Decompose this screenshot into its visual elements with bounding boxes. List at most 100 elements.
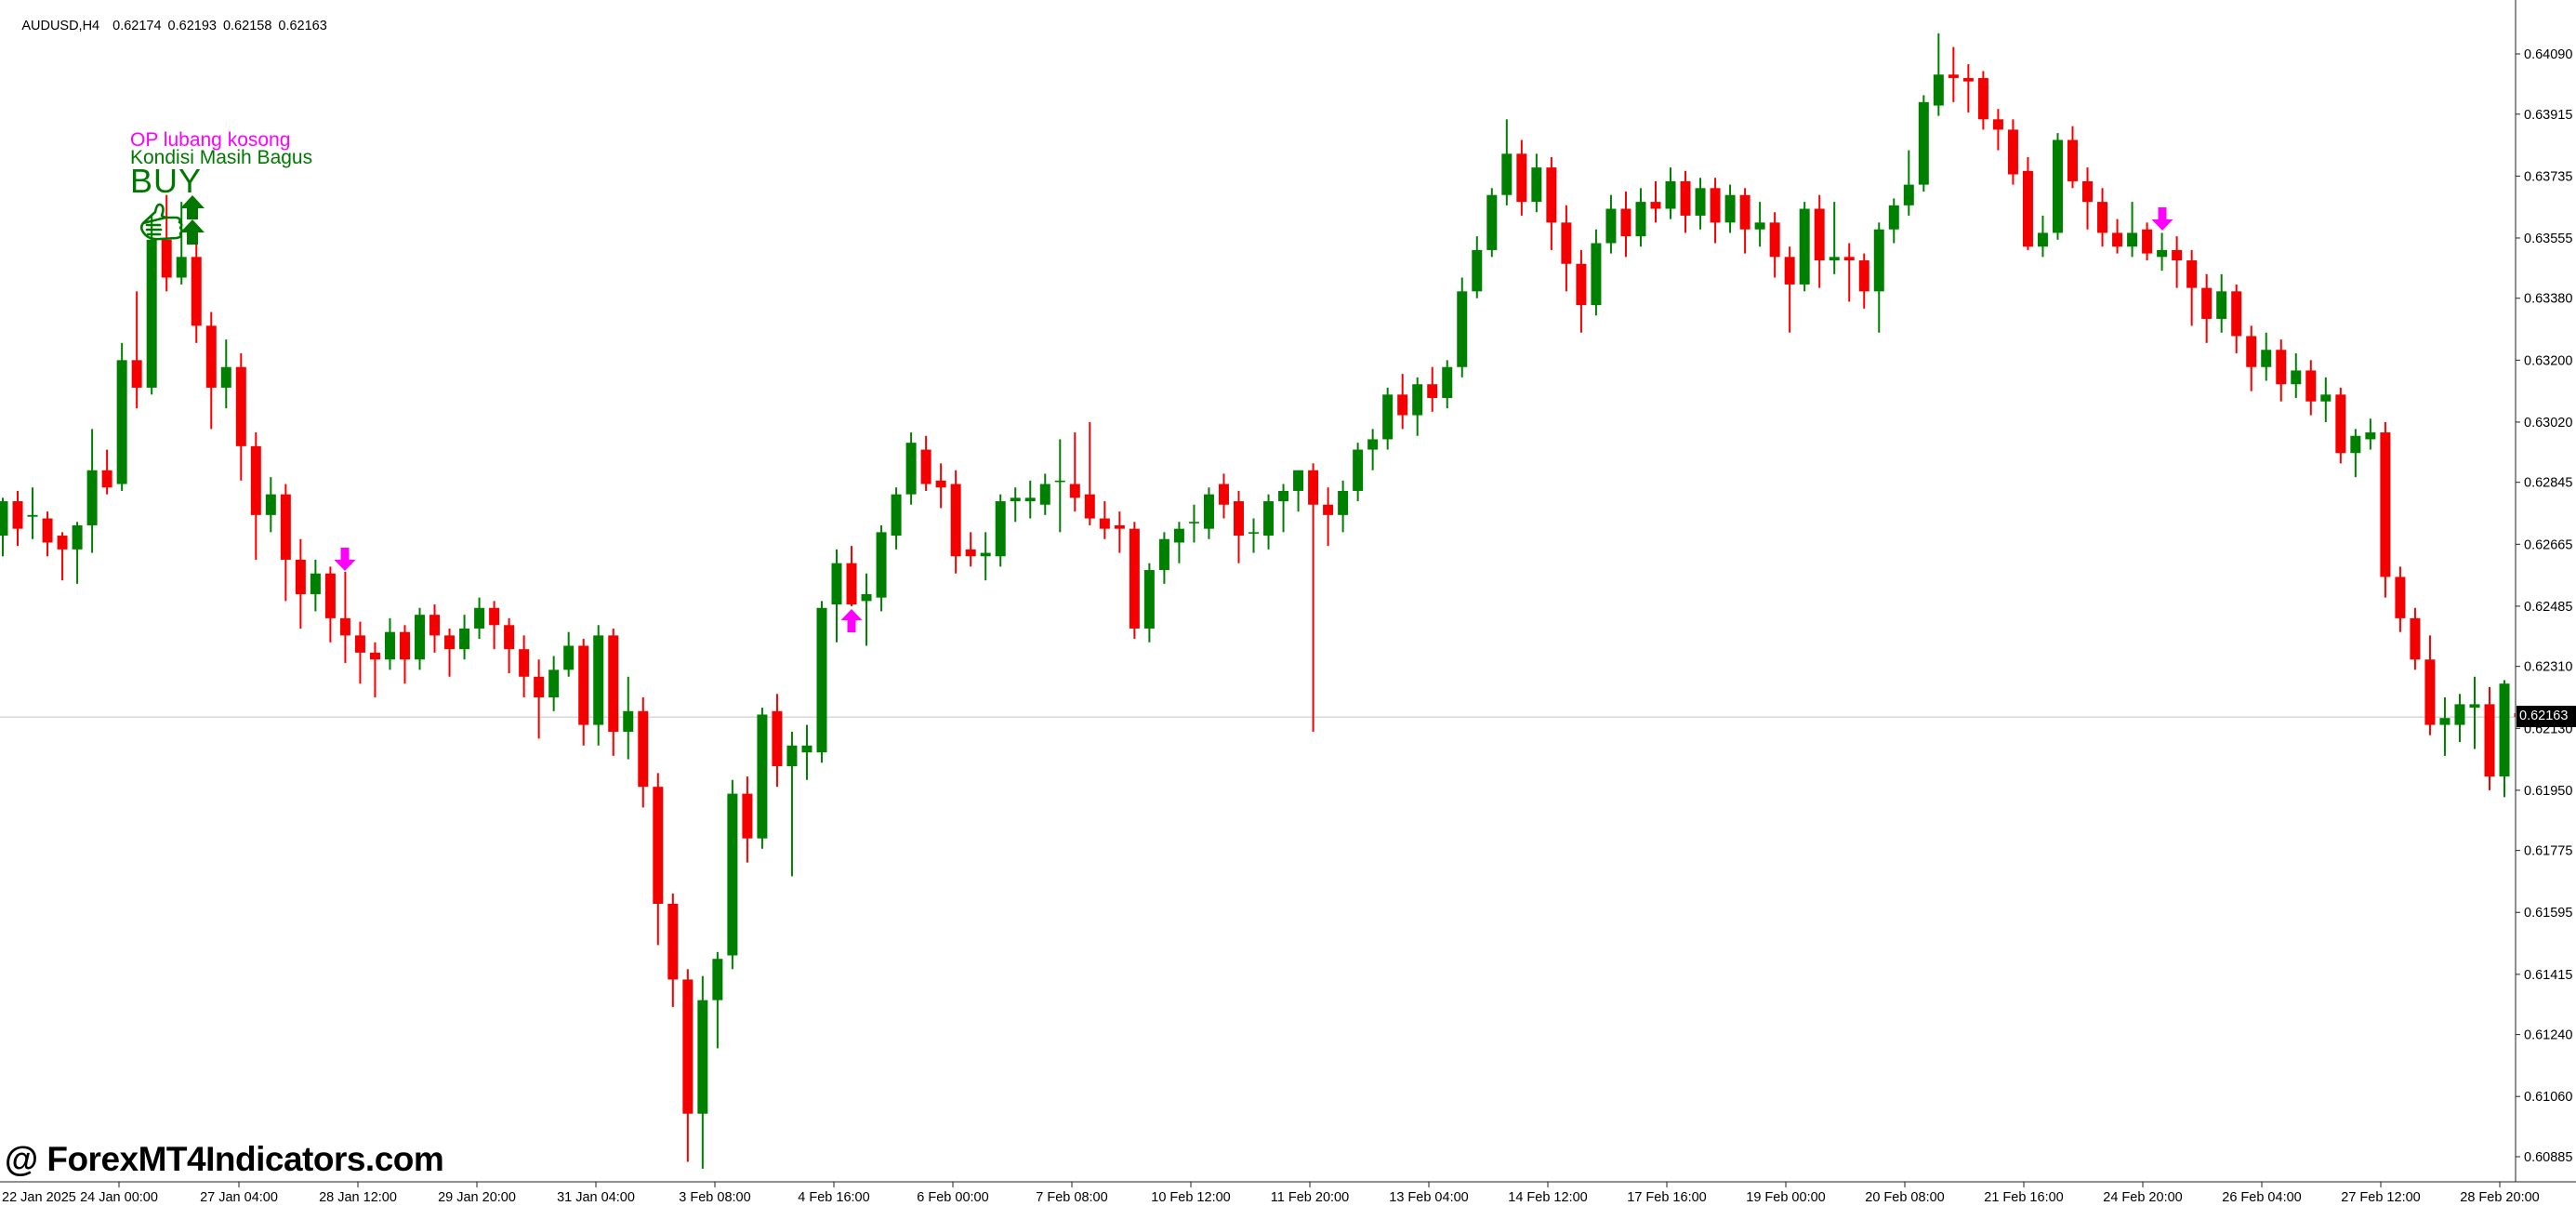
candle xyxy=(2395,566,2406,632)
candle-wick xyxy=(1327,487,1329,547)
candle xyxy=(1635,188,1646,247)
candle-body xyxy=(2157,249,2168,258)
candle xyxy=(1620,192,1631,258)
candle-body xyxy=(2216,291,2227,319)
candle xyxy=(2201,273,2213,343)
candle-body xyxy=(1143,570,1155,629)
candle xyxy=(2469,676,2480,749)
candle xyxy=(1039,473,1050,515)
candle xyxy=(191,236,202,343)
candle-body xyxy=(116,360,127,484)
candle-body xyxy=(1397,394,1408,416)
candle-body xyxy=(965,549,976,557)
candle-body xyxy=(1576,263,1587,306)
candle-body xyxy=(1129,528,1140,629)
candle xyxy=(593,625,604,746)
candle-body xyxy=(1308,470,1319,505)
price-axis-label: 0.60885 xyxy=(2524,1150,2572,1165)
candle xyxy=(489,601,500,650)
candle xyxy=(2231,284,2242,353)
candle-wick xyxy=(1908,150,1910,216)
candle xyxy=(1561,205,1572,292)
candle-body xyxy=(220,366,231,388)
candle xyxy=(2291,352,2302,399)
candle xyxy=(1143,563,1155,643)
candle xyxy=(1308,463,1319,732)
time-axis-label: 24 Feb 20:00 xyxy=(2103,1190,2182,1205)
candle-body xyxy=(697,1000,708,1114)
time-axis-label: 10 Feb 12:00 xyxy=(1151,1190,1230,1205)
time-axis-label: 13 Feb 04:00 xyxy=(1389,1190,1468,1205)
time-axis-label: 28 Feb 20:00 xyxy=(2460,1190,2539,1205)
candle-body xyxy=(2022,170,2033,247)
price-axis-label: 0.63735 xyxy=(2524,169,2572,184)
candle-body xyxy=(1665,180,1676,209)
forexmt4indicators-watermark: @ ForexMT4Indicators.com xyxy=(5,1140,444,1178)
candle-body xyxy=(1784,257,1795,285)
candle-body xyxy=(310,573,321,594)
price-axis-label: 0.61950 xyxy=(2524,784,2572,799)
candle xyxy=(399,625,410,684)
candle-body xyxy=(935,480,946,488)
candle-body xyxy=(2082,180,2094,203)
candle-body xyxy=(1561,222,1572,264)
price-axis-label: 0.62310 xyxy=(2524,660,2572,675)
candle xyxy=(1188,504,1199,543)
candle xyxy=(1918,95,1929,192)
candle xyxy=(2514,712,2516,718)
candle xyxy=(519,635,530,697)
candle-body xyxy=(1054,480,1065,483)
candle-body xyxy=(1724,194,1736,223)
candle xyxy=(1799,202,1810,292)
chart-title: AUDUSD,H4 0.62174 0.62193 0.62158 0.62163 xyxy=(7,4,334,48)
candle xyxy=(2410,607,2421,670)
candle-body xyxy=(712,959,723,1001)
candle-body xyxy=(1948,74,1959,78)
candle xyxy=(727,779,738,970)
candle xyxy=(101,449,112,495)
candle xyxy=(1858,253,1869,309)
candle-body xyxy=(2127,232,2138,247)
candle-body xyxy=(2067,139,2079,181)
time-axis-label: 27 Jan 04:00 xyxy=(200,1190,278,1205)
candle-body xyxy=(786,745,798,766)
candle-body xyxy=(519,649,530,677)
time-axis-label: 26 Feb 04:00 xyxy=(2222,1190,2301,1205)
candle-body xyxy=(1427,384,1438,399)
candle xyxy=(1323,487,1334,547)
candle-body xyxy=(1457,291,1468,367)
candle xyxy=(339,571,350,663)
candle-body xyxy=(2365,432,2376,440)
candle-body xyxy=(1650,202,1661,209)
candle xyxy=(1024,480,1036,519)
candle-body xyxy=(1754,222,1765,230)
candle xyxy=(205,311,217,430)
candle xyxy=(384,617,395,670)
current-price-box: 0.62163 xyxy=(2517,706,2576,727)
candle xyxy=(1576,249,1587,333)
candle xyxy=(1353,443,1364,502)
price-axis-label: 0.61060 xyxy=(2524,1090,2572,1105)
candle xyxy=(265,477,276,533)
candle xyxy=(1829,202,1840,274)
thumbs-up-double-up-arrow-icon xyxy=(134,194,312,250)
candle xyxy=(1278,484,1289,533)
candle-body xyxy=(548,669,560,697)
candle xyxy=(1382,387,1394,450)
candle-body xyxy=(474,607,485,629)
price-axis-label: 0.61595 xyxy=(2524,906,2572,921)
candle-wick xyxy=(1089,421,1091,525)
candle xyxy=(1591,229,1602,316)
candle xyxy=(2454,694,2465,743)
candle-body xyxy=(905,443,917,495)
candle xyxy=(12,490,23,547)
candle-body xyxy=(27,514,38,517)
candle-body xyxy=(623,710,634,732)
candle-body xyxy=(86,470,98,525)
candle xyxy=(2157,232,2168,272)
signal-comment-line2: Kondisi Masih Bagus xyxy=(130,147,313,168)
candle-body xyxy=(1188,522,1199,523)
candle-wick xyxy=(790,731,793,877)
candle-wick xyxy=(2443,696,2446,756)
